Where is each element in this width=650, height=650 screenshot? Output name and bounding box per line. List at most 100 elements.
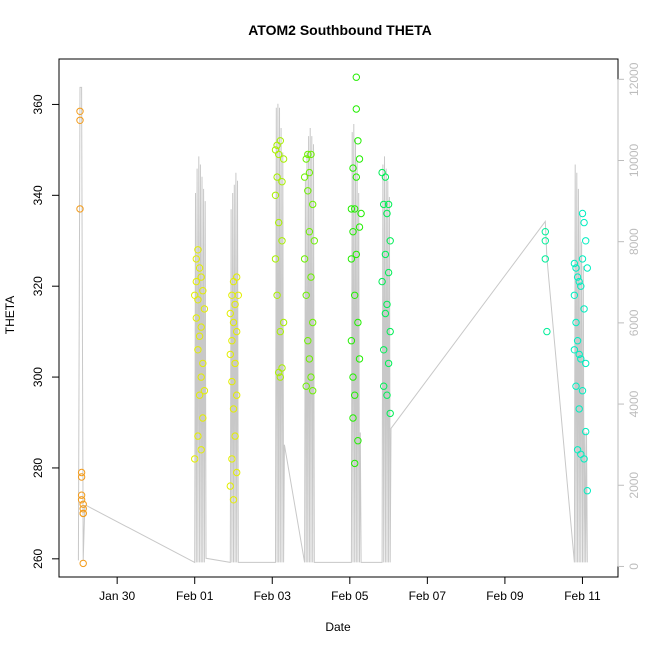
data-point-series-2 bbox=[199, 359, 207, 368]
data-point-series-8 bbox=[583, 487, 591, 495]
data-point-series-8 bbox=[582, 359, 590, 368]
x-tick-label: Feb 11 bbox=[564, 589, 601, 603]
data-point-series-2 bbox=[195, 264, 204, 272]
data-point-series-3 bbox=[275, 218, 283, 227]
data-point-series-8 bbox=[580, 455, 588, 463]
data-point-series-6 bbox=[381, 173, 390, 181]
y2-tick-label: 4000 bbox=[627, 390, 641, 417]
data-point-series-3 bbox=[275, 150, 283, 159]
data-point-series-2 bbox=[233, 327, 241, 336]
data-point-series-2 bbox=[200, 305, 209, 313]
data-point-series-1 bbox=[79, 509, 87, 518]
data-point-series-8 bbox=[580, 218, 588, 227]
data-point-series-3 bbox=[278, 178, 286, 186]
data-point-series-2 bbox=[226, 482, 235, 490]
data-point-series-8 bbox=[575, 405, 583, 413]
data-point-series-5 bbox=[357, 209, 365, 218]
data-point-series-2 bbox=[195, 391, 204, 399]
data-point-series-1 bbox=[76, 116, 84, 125]
data-point-series-3 bbox=[276, 327, 284, 336]
data-point-series-5 bbox=[355, 155, 364, 163]
y2-tick-label: 8000 bbox=[627, 228, 641, 255]
data-point-series-5 bbox=[354, 137, 362, 145]
data-point-series-7 bbox=[541, 237, 549, 245]
data-point-series-6 bbox=[384, 200, 393, 209]
data-point-series-2 bbox=[199, 414, 207, 422]
data-point-series-4 bbox=[304, 150, 312, 159]
data-point-series-2 bbox=[197, 323, 205, 331]
data-point-series-3 bbox=[271, 191, 280, 200]
data-point-series-5 bbox=[349, 228, 357, 236]
data-point-series-3 bbox=[271, 255, 280, 263]
data-point-series-5 bbox=[347, 337, 356, 345]
theta-points-layer bbox=[76, 73, 591, 568]
data-point-series-4 bbox=[305, 355, 314, 363]
data-point-series-1 bbox=[77, 468, 86, 477]
data-point-series-2 bbox=[195, 332, 204, 340]
data-point-series-4 bbox=[305, 228, 314, 236]
x-tick-label: Feb 07 bbox=[409, 589, 447, 603]
chart-title: ATOM2 Southbound THETA bbox=[248, 22, 432, 38]
data-point-series-2 bbox=[229, 318, 238, 327]
data-point-series-3 bbox=[276, 137, 284, 145]
data-point-series-5 bbox=[354, 318, 362, 327]
depth-trace-line bbox=[77, 86, 588, 564]
data-point-series-2 bbox=[197, 273, 205, 281]
data-point-series-2 bbox=[228, 337, 236, 345]
data-point-series-5 bbox=[349, 414, 357, 422]
data-point-series-2 bbox=[192, 314, 201, 322]
data-point-series-2 bbox=[197, 446, 205, 454]
data-point-series-1 bbox=[79, 500, 87, 508]
data-point-series-4 bbox=[304, 187, 312, 195]
data-point-series-8 bbox=[578, 255, 587, 263]
data-point-series-2 bbox=[226, 350, 235, 359]
y-axis: 260 280 300 320 340 360 bbox=[31, 94, 59, 569]
data-point-series-7 bbox=[541, 255, 549, 263]
y-tick-label: 360 bbox=[31, 94, 45, 114]
data-point-series-6 bbox=[386, 327, 394, 336]
data-point-series-8 bbox=[577, 282, 585, 290]
x-axis: Jan 30 Feb 01 Feb 03 Feb 05 Feb 07 Feb 09 Feb … bbox=[99, 577, 601, 603]
depth-trace-layer bbox=[77, 86, 588, 564]
x-tick-label: Feb 09 bbox=[486, 589, 524, 603]
data-point-series-4 bbox=[304, 337, 312, 345]
x-tick-label: Feb 03 bbox=[254, 589, 292, 603]
data-point-series-5 bbox=[355, 355, 364, 363]
data-point-series-7 bbox=[541, 228, 549, 236]
data-point-series-4 bbox=[302, 382, 310, 390]
data-point-series-2 bbox=[194, 432, 202, 440]
data-point-series-5 bbox=[347, 255, 356, 263]
data-point-series-6 bbox=[381, 309, 390, 318]
data-point-series-8 bbox=[570, 291, 579, 299]
y2-axis: 0 2000 4000 6000 8000 10000 12000 bbox=[617, 62, 641, 570]
data-point-series-4 bbox=[309, 387, 317, 395]
data-point-series-1 bbox=[76, 107, 84, 116]
data-point-series-2 bbox=[233, 468, 241, 477]
data-point-series-5 bbox=[351, 205, 359, 213]
data-point-series-5 bbox=[354, 437, 362, 445]
y-tick-label: 260 bbox=[31, 548, 45, 568]
data-point-series-2 bbox=[192, 277, 201, 286]
data-point-series-2 bbox=[231, 300, 239, 309]
data-point-series-2 bbox=[233, 273, 241, 281]
data-point-series-4 bbox=[307, 273, 315, 281]
data-point-series-5 bbox=[355, 223, 364, 231]
data-point-series-2 bbox=[231, 432, 239, 440]
data-point-series-6 bbox=[384, 268, 393, 277]
data-point-series-6 bbox=[383, 391, 391, 399]
data-point-series-8 bbox=[575, 277, 583, 286]
data-point-series-5 bbox=[352, 73, 360, 81]
data-point-series-3 bbox=[279, 155, 288, 163]
data-point-series-3 bbox=[273, 291, 281, 299]
data-point-series-8 bbox=[570, 259, 579, 268]
data-point-series-8 bbox=[578, 387, 587, 395]
data-point-series-8 bbox=[573, 337, 582, 345]
data-point-series-8 bbox=[572, 264, 580, 272]
data-point-series-5 bbox=[352, 173, 360, 181]
data-point-series-3 bbox=[273, 173, 281, 181]
data-point-series-6 bbox=[380, 200, 388, 209]
data-point-series-2 bbox=[226, 309, 235, 318]
data-point-series-2 bbox=[228, 377, 236, 386]
data-point-series-1 bbox=[76, 205, 84, 213]
